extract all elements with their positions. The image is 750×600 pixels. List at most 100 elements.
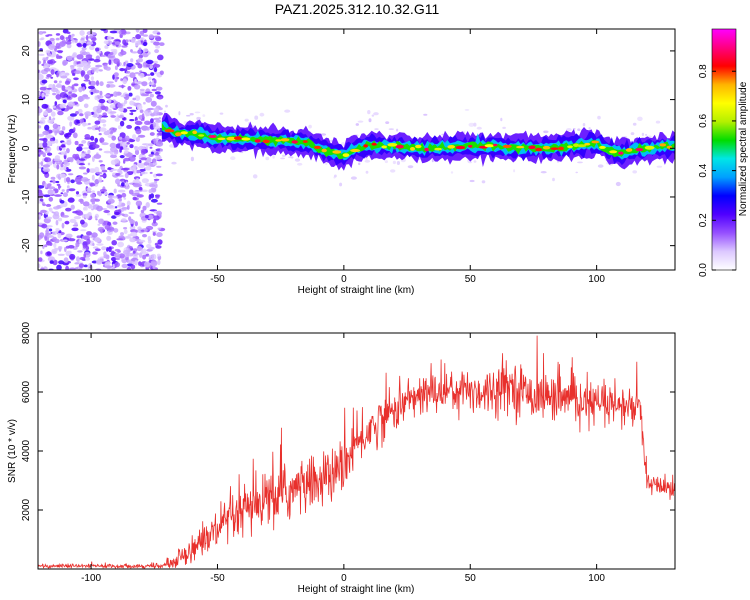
faint-speck bbox=[385, 121, 390, 124]
noise-blob bbox=[64, 133, 68, 138]
noise-blob bbox=[150, 72, 155, 76]
noise-blob bbox=[130, 58, 134, 63]
y-tick-label: 20 bbox=[21, 45, 32, 57]
faint-speck bbox=[308, 124, 312, 129]
spectrogram-x-label: Height of straight line (km) bbox=[298, 285, 415, 296]
faint-speck bbox=[165, 104, 168, 108]
ridge-peak bbox=[609, 150, 618, 154]
noise-blob bbox=[52, 123, 59, 129]
noise-blob bbox=[118, 115, 125, 119]
noise-blob bbox=[135, 128, 142, 135]
noise-blob bbox=[82, 201, 90, 207]
noise-blob bbox=[85, 206, 88, 211]
y-tick-label: 6000 bbox=[21, 380, 32, 403]
noise-blob bbox=[76, 146, 83, 152]
noise-blob bbox=[85, 54, 93, 59]
noise-blob bbox=[96, 51, 102, 54]
noise-blob bbox=[73, 77, 79, 81]
noise-blob bbox=[55, 37, 60, 41]
noise-blob bbox=[126, 200, 131, 206]
noise-blob bbox=[134, 179, 140, 184]
noise-blob bbox=[81, 213, 85, 219]
noise-blob bbox=[65, 233, 73, 239]
colorbar-frame bbox=[711, 28, 737, 271]
snr-marks bbox=[38, 335, 675, 569]
noise-blob bbox=[89, 45, 95, 51]
noise-blob bbox=[66, 188, 69, 193]
spectrogram-x-axis: -100 -50 0 50 100 bbox=[81, 29, 605, 285]
noise-blob bbox=[38, 53, 45, 57]
noise-blob bbox=[64, 72, 70, 76]
noise-blob bbox=[155, 141, 164, 147]
ridge-peak bbox=[226, 136, 237, 141]
noise-blob bbox=[134, 120, 143, 126]
ridge-peak bbox=[381, 145, 388, 149]
faint-speck bbox=[407, 165, 414, 169]
noise-blob bbox=[65, 177, 71, 183]
noise-blob bbox=[113, 91, 118, 97]
noise-blob bbox=[123, 150, 129, 154]
noise-blob bbox=[102, 112, 108, 117]
faint-speck bbox=[230, 156, 236, 161]
noise-blob bbox=[157, 227, 162, 230]
noise-blob bbox=[100, 102, 104, 107]
noise-blob bbox=[109, 30, 118, 34]
ridge-peak bbox=[599, 145, 606, 149]
noise-blob bbox=[75, 193, 82, 197]
noise-blob bbox=[41, 103, 49, 109]
noise-blob bbox=[134, 259, 138, 266]
noise-blob bbox=[111, 250, 115, 254]
noise-blob bbox=[44, 183, 48, 188]
noise-blob bbox=[133, 168, 137, 175]
noise-blob bbox=[63, 177, 67, 184]
faint-speck bbox=[371, 114, 375, 117]
noise-blob bbox=[129, 100, 135, 106]
noise-blob bbox=[154, 91, 161, 95]
noise-blob bbox=[52, 231, 57, 236]
noise-blob bbox=[155, 245, 162, 249]
noise-blob bbox=[74, 177, 82, 183]
ridge-peak bbox=[591, 140, 600, 144]
noise-blob bbox=[84, 111, 92, 117]
noise-blob bbox=[38, 31, 44, 35]
noise-blob bbox=[100, 165, 106, 171]
faint-speck bbox=[645, 133, 648, 136]
noise-blob bbox=[57, 232, 62, 239]
faint-speck bbox=[244, 118, 249, 122]
colorbar-tick-label: 0.6 bbox=[698, 114, 709, 128]
noise-blob bbox=[72, 132, 78, 139]
noise-blob bbox=[120, 232, 124, 236]
y-tick-label: 4000 bbox=[21, 439, 32, 462]
noise-blob bbox=[92, 113, 98, 118]
noise-blob bbox=[66, 140, 72, 146]
faint-speck bbox=[368, 118, 372, 123]
noise-blob bbox=[159, 42, 165, 46]
noise-blob bbox=[104, 94, 111, 97]
noise-blob bbox=[44, 244, 48, 248]
noise-blob bbox=[106, 81, 114, 84]
noise-blob bbox=[142, 248, 147, 254]
noise-blob bbox=[56, 183, 61, 186]
ridge-peak bbox=[350, 148, 361, 153]
noise-blob bbox=[83, 79, 91, 82]
noise-blob bbox=[157, 132, 163, 136]
ridge-peak bbox=[468, 144, 473, 148]
noise-blob bbox=[41, 92, 45, 98]
faint-speck bbox=[543, 130, 549, 134]
ridge-peak bbox=[208, 135, 217, 138]
noise-blob bbox=[80, 70, 86, 76]
noise-blob bbox=[86, 41, 94, 45]
noise-blob bbox=[56, 72, 59, 78]
x-tick-label: 0 bbox=[341, 573, 347, 584]
noise-blob bbox=[151, 88, 157, 92]
noise-blob bbox=[78, 166, 86, 170]
noise-blob bbox=[128, 246, 133, 249]
noise-blob bbox=[110, 154, 117, 159]
faint-speck bbox=[325, 162, 328, 165]
colorbar-gradient bbox=[712, 29, 736, 270]
noise-blob bbox=[59, 103, 67, 109]
noise-blob bbox=[123, 68, 128, 72]
noise-blob bbox=[76, 54, 84, 60]
noise-blob bbox=[113, 58, 120, 65]
noise-blob bbox=[155, 86, 163, 91]
